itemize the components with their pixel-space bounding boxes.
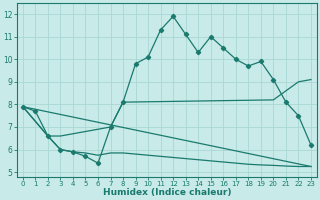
X-axis label: Humidex (Indice chaleur): Humidex (Indice chaleur) <box>103 188 231 197</box>
